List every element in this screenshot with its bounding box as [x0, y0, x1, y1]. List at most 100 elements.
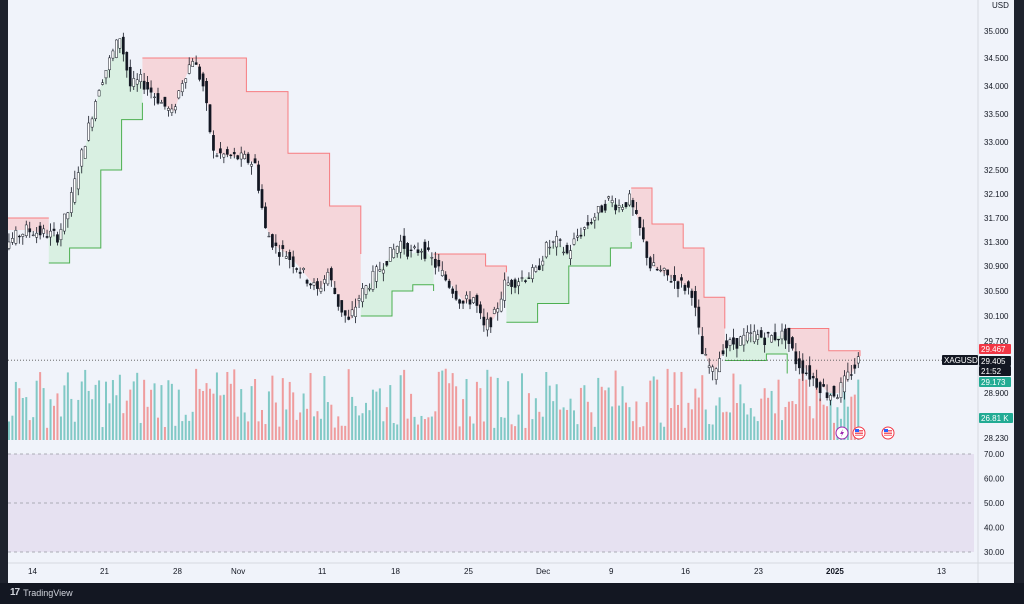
volume-bar [191, 411, 194, 440]
volume-bar [8, 421, 10, 440]
volume-bar [167, 380, 170, 440]
chart-svg[interactable]: 35.000 34.500 34.000 33.500 33.000 32.500 32.1… [8, 0, 1014, 583]
volume-bar [247, 421, 250, 440]
volume-bar [25, 397, 28, 440]
candle-body [271, 234, 274, 248]
candle-body [69, 192, 73, 213]
candle-body [444, 274, 448, 281]
tradingview-logo[interactable]: 17 TradingView [10, 587, 73, 598]
volume-bar [285, 409, 288, 440]
volume-bar [226, 371, 229, 440]
candle-body [787, 327, 791, 344]
countdown-label-text: 21:52 [981, 367, 1002, 376]
volume-bar [240, 389, 243, 440]
volume-bar [184, 414, 187, 440]
candle-body [711, 366, 715, 372]
volume-bar [28, 420, 31, 440]
candle-body [236, 155, 240, 160]
candle-body [638, 216, 642, 228]
volume-bar [808, 406, 811, 440]
candle-body [177, 90, 181, 99]
upper-trail-label: 29.467 [979, 344, 1011, 354]
candle-body [600, 205, 604, 213]
volume-bar [139, 422, 142, 440]
candle-body [139, 74, 143, 82]
volume-bar [590, 412, 593, 440]
volume-bar [281, 378, 284, 440]
volume-bar [91, 399, 94, 440]
volume-bar [517, 414, 520, 440]
candle-body [853, 364, 857, 369]
volume-bar [32, 417, 35, 440]
volume-bar [292, 392, 295, 440]
chart-frame[interactable]: 35.000 34.500 34.000 33.500 33.000 32.500 32.1… [8, 0, 1014, 583]
candle-body [593, 216, 597, 221]
price-tick-label: 33.000 [984, 138, 1009, 147]
volume-bar [666, 368, 669, 440]
volume-bar [514, 426, 517, 440]
volume-bar [628, 407, 631, 440]
candle-body [610, 200, 614, 204]
candle-body [558, 239, 562, 241]
symbol-label: XAGUSD [942, 355, 978, 365]
event-icons[interactable] [835, 426, 895, 440]
candle-body [475, 295, 479, 306]
candle-body [160, 102, 163, 104]
candle-body [264, 206, 267, 229]
volume-bar [326, 402, 329, 440]
grid-layer [8, 0, 1014, 583]
volume-bar [829, 391, 832, 440]
candle-body [305, 279, 309, 284]
candle-body [714, 368, 718, 380]
volume-bar [87, 390, 90, 440]
volume-bar [375, 391, 378, 440]
candle-body [319, 287, 323, 292]
us-flag-event-icon[interactable] [881, 426, 895, 440]
volume-bar [524, 427, 527, 440]
candle-body [291, 256, 295, 267]
candle-body [277, 252, 281, 257]
candle-body [659, 269, 663, 272]
volume-bar [645, 402, 648, 440]
volume-bar [215, 372, 218, 440]
price-tick-label: 28.900 [984, 389, 1009, 398]
volume-bar [392, 423, 395, 440]
trail-line-1 [48, 102, 143, 264]
candle-body [281, 245, 285, 249]
candle-body [721, 350, 725, 355]
volume-bar [683, 427, 686, 440]
volume-bar [475, 381, 478, 440]
candle-body [215, 155, 219, 157]
volume-bar [73, 421, 76, 440]
volume-bar [566, 409, 569, 440]
volume-bar [753, 416, 756, 440]
candle-body [354, 306, 357, 317]
candle-body [212, 135, 215, 151]
candle-body [492, 309, 496, 314]
candle-body [815, 378, 819, 388]
price-axis[interactable]: 35.000 34.500 34.000 33.500 33.000 32.500 32.1… [984, 1, 1009, 557]
volume-bar [774, 413, 777, 440]
volume-bar [586, 401, 589, 440]
tradingview-logo-icon: 17 [10, 587, 20, 598]
lightning-event-icon[interactable] [835, 426, 849, 440]
volume-bar [441, 370, 444, 440]
candle-body [648, 257, 652, 269]
time-axis[interactable]: 14 21 28 Nov 11 18 25 Dec 9 16 23 2025 13 [28, 567, 946, 576]
volume-bar [347, 369, 350, 440]
candle-body [302, 267, 305, 271]
candle-body [669, 281, 673, 283]
candle-body [42, 228, 45, 234]
volume-bar [181, 421, 184, 440]
volume-bar [677, 404, 679, 440]
candle-body [63, 213, 66, 232]
candle-body [541, 260, 545, 266]
time-tick-label: 16 [681, 567, 690, 576]
candle-body [205, 80, 208, 104]
candle-body [191, 61, 195, 67]
candle-body [586, 222, 590, 226]
us-flag-event-icon[interactable] [852, 426, 866, 440]
candle-body [45, 236, 49, 238]
candle-body [201, 73, 205, 87]
oscillator-tick-label: 70.00 [984, 450, 1005, 459]
